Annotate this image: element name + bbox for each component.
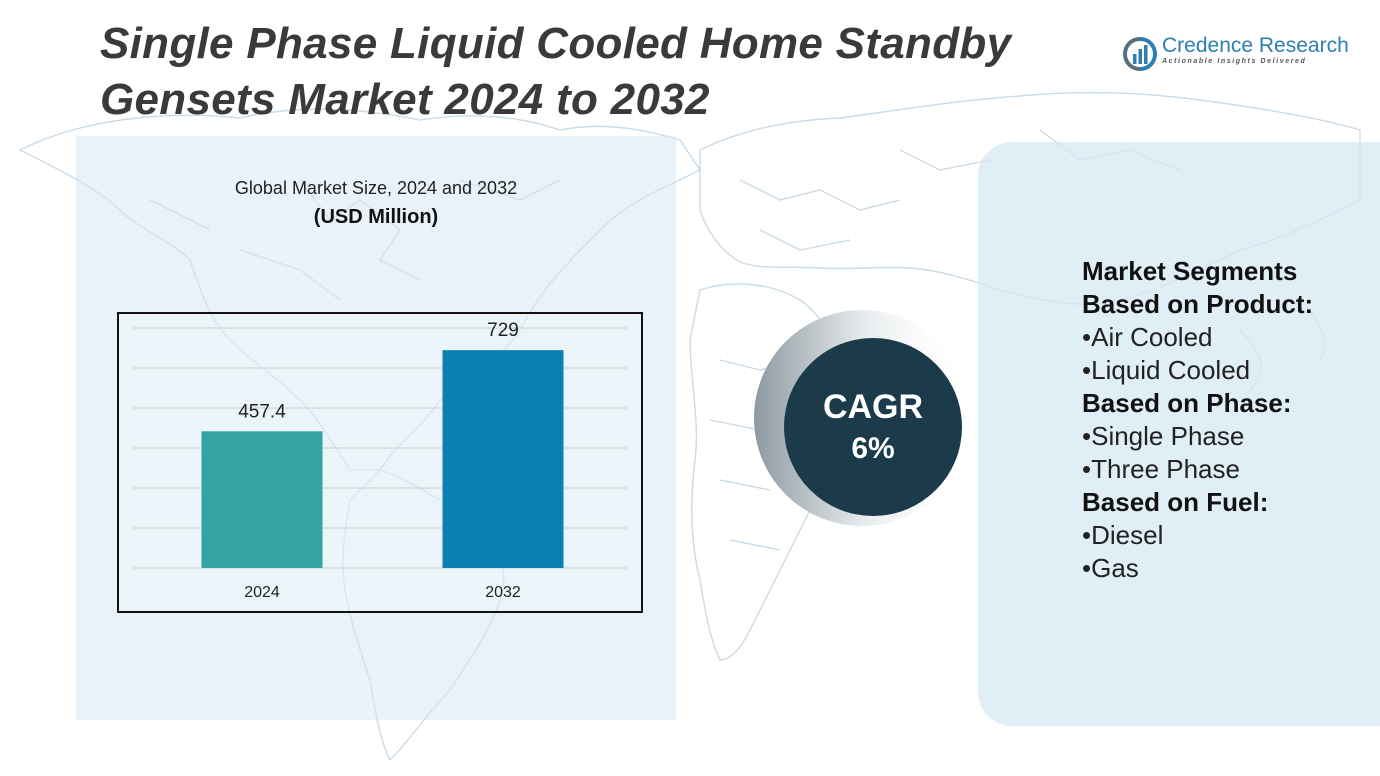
data-label-2032: 729 (487, 320, 519, 341)
bar-2032 (442, 350, 564, 568)
market-segments-list: Market Segments Based on Product: •Air C… (1082, 255, 1372, 585)
segment-item-three-phase: •Three Phase (1082, 454, 1240, 484)
chart-unit-label: (USD Million) (313, 206, 439, 228)
credence-research-logo: Credence Research Actionable Insights De… (1122, 34, 1352, 74)
bar-2024 (201, 431, 323, 568)
segment-heading-fuel: Based on Fuel: (1082, 487, 1269, 517)
segments-title: Market Segments (1082, 256, 1298, 286)
chart-title: Global Market Size, 2024 and 2032 (234, 178, 518, 198)
cagr-value: 6% (851, 432, 895, 465)
x-tick-label-2024: 2024 (244, 584, 280, 601)
page-title: Single Phase Liquid Cooled Home Standby … (100, 16, 1100, 128)
segment-heading-phase: Based on Phase: (1082, 388, 1292, 418)
segment-item-liquid-cooled: •Liquid Cooled (1082, 355, 1251, 385)
cagr-badge: CAGR 6% (784, 338, 962, 516)
bar-chart: 457.4 2024 729 2032 (117, 312, 643, 613)
segment-item-gas: •Gas (1082, 553, 1139, 583)
data-label-2024: 457.4 (238, 401, 286, 422)
market-size-panel (76, 136, 676, 720)
x-tick-label-2032: 2032 (485, 584, 521, 601)
segment-item-air-cooled: •Air Cooled (1082, 322, 1213, 352)
segment-item-diesel: •Diesel (1082, 520, 1164, 550)
cagr-label: CAGR (822, 388, 924, 426)
page-title-line-1: Single Phase Liquid Cooled Home Standby (100, 19, 1012, 68)
segment-heading-product: Based on Product: (1082, 289, 1314, 319)
segment-item-single-phase: •Single Phase (1082, 421, 1245, 451)
page-title-line-2: Gensets Market 2024 to 2032 (100, 75, 710, 124)
logo-name: Credence Research (1162, 34, 1349, 57)
logo-mark-icon (1122, 37, 1158, 71)
bar-chart-plot: 457.4 2024 729 2032 (133, 320, 627, 601)
market-segments-panel (978, 142, 1380, 726)
logo-tagline: Actionable Insights Delivered (1162, 58, 1307, 65)
